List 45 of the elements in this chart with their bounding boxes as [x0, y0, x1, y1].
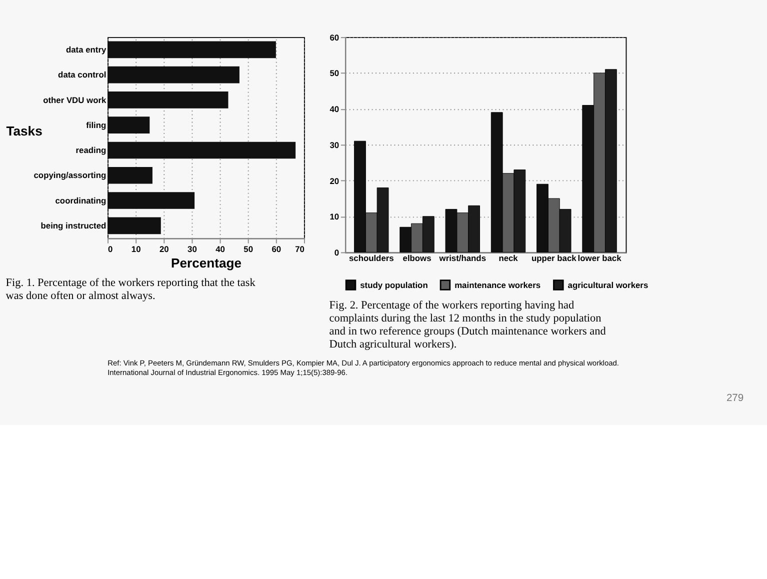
x-tick-label: 30 — [188, 244, 198, 254]
bar — [108, 92, 228, 108]
bar — [108, 166, 152, 184]
bar — [108, 116, 150, 134]
x-tick-label: upper back — [531, 253, 577, 264]
y-tick-label: copying/assorting — [34, 170, 106, 180]
y-tick-label: coordinating — [55, 195, 106, 206]
y-tick-label: data entry — [66, 44, 106, 54]
legend-label: maintenance workers — [454, 280, 541, 290]
x-tick-label: wrist/hands — [438, 253, 486, 264]
x-tick-label: 70 — [295, 244, 305, 254]
y-tick-label: 40 — [330, 104, 340, 114]
y-tick-label: being instructed — [40, 220, 106, 230]
x-tick-label: 20 — [159, 244, 170, 254]
x-tick-label: elbows — [402, 253, 432, 264]
x-tick-label: 60 — [272, 244, 282, 254]
x-tick-label: 10 — [131, 244, 142, 254]
text: Fig. 1. Percentage of the workers reporting that the task was done often or almost always. — [6, 276, 256, 302]
y-tick-label: 30 — [330, 140, 340, 150]
y-tick-label: 50 — [330, 68, 340, 78]
bar — [108, 142, 296, 159]
x-tick-label: schoulders — [348, 253, 394, 264]
bar — [108, 217, 161, 234]
y-axis-title: Tasks — [6, 123, 42, 138]
text: Ref: Vink P, Peeters M, Gründemann RW, Smulders PG, Kompier MA, Dul J. A participatory ergonomics approach to reduce mental and physical workload. International Journal of Industrial Ergonomics. 1995 May 1;15(5):389-96. — [108, 358, 620, 377]
legend-label: agricultural workers — [568, 280, 648, 290]
x-tick-label: 40 — [216, 244, 226, 254]
x-tick-label: 0 — [108, 244, 114, 254]
legend-label: study population — [360, 280, 428, 290]
y-tick-label: reading — [76, 145, 106, 156]
x-tick-label: neck — [498, 253, 518, 264]
bar — [108, 192, 195, 209]
x-tick-label: lower back — [578, 253, 622, 264]
text: 279 — [726, 392, 744, 404]
text: Fig. 2. Percentage of the workers reporting having had complaints during the last 12 months in the study population and in two reference groups (Dutch maintenance workers and Dutch agricultural workers). — [329, 299, 606, 351]
x-axis-title: Percentage — [170, 256, 242, 271]
y-tick-label: filing — [86, 120, 106, 130]
y-tick-label: 60 — [330, 32, 340, 42]
y-tick-label: data control — [58, 70, 106, 80]
y-tick-label: other VDU work — [43, 94, 106, 105]
y-tick-label: 10 — [330, 212, 340, 222]
bar — [108, 41, 276, 58]
y-tick-label: 20 — [330, 176, 340, 186]
x-tick-label: 50 — [244, 244, 254, 254]
bar — [108, 66, 240, 84]
